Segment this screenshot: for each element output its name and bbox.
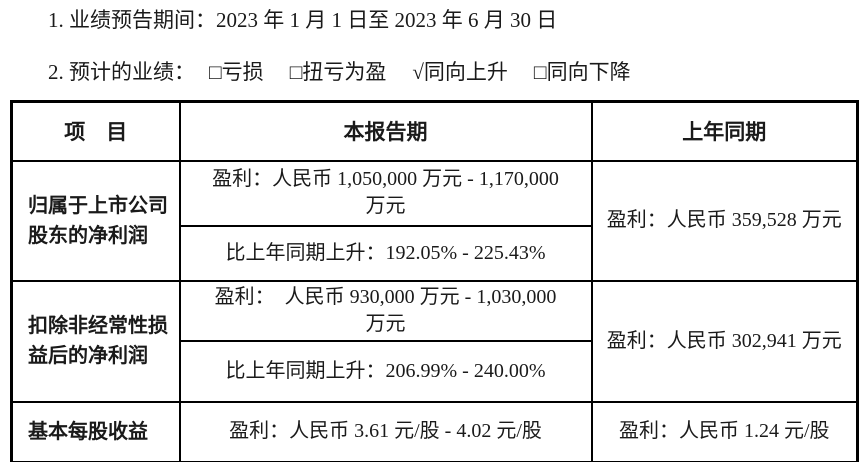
forecast-type-line: 2. 预计的业绩： □亏损 □扭亏为盈 √同向上升 □同向下降 [48,59,866,85]
option-same-direction-up-checked: √同向上升 [412,60,508,84]
cell-excl-nonrecurring-current-range: 盈利： 人民币 930,000 万元 - 1,030,000 万元 [178,279,593,342]
value-line: 万元 [365,312,406,335]
performance-forecast-table: 项 目 本报告期 上年同期 归属于上市公司 股东的净利润 盈利：人民币 1,05… [10,100,859,462]
cell-net-profit-prior: 盈利：人民币 359,528 万元 [590,159,859,282]
forecast-type-prefix: 2. 预计的业绩： [48,60,195,84]
value-line: 盈利：人民币 1,050,000 万元 - 1,170,000 [212,168,559,190]
label-line: 益后的净利润 [28,345,148,367]
label-line: 归属于上市公司 [28,194,168,217]
cell-net-profit-current-range: 盈利：人民币 1,050,000 万元 - 1,170,000 万元 [178,159,593,227]
option-loss-checkbox: □亏损 [209,60,264,84]
option-turnaround-profit-checkbox: □扭亏为盈 [289,60,387,84]
header-current-period: 本报告期 [178,100,593,162]
label-line: 扣除非经常性损 [28,315,168,337]
row-label-net-profit-excl-nonrecurring: 扣除非经常性损 益后的净利润 [10,279,181,403]
cell-net-profit-yoy-change: 比上年同期上升：192.05% - 225.43% [178,224,593,282]
row-label-net-profit-attributable: 归属于上市公司 股东的净利润 [10,159,181,282]
value-line: 万元 [365,195,406,217]
cell-excl-nonrecurring-yoy-change: 比上年同期上升：206.99% - 240.00% [178,339,593,403]
label-line: 基本每股收益 [28,420,148,443]
value-line: 盈利： 人民币 930,000 万元 - 1,030,000 [214,285,557,308]
header-prior-period: 上年同期 [590,100,859,162]
cell-basic-eps-current-range: 盈利：人民币 3.61 元/股 - 4.02 元/股 [178,400,593,462]
forecast-period-text: 1. 业绩预告期间：2023 年 1 月 1 日至 2023 年 6 月 30 … [48,8,558,32]
option-same-direction-down-checkbox: □同向下降 [533,60,631,84]
cell-basic-eps-prior: 盈利：人民币 1.24 元/股 [590,400,859,462]
label-line: 股东的净利润 [28,224,148,247]
row-label-basic-eps: 基本每股收益 [10,400,181,462]
header-item: 项 目 [10,100,181,162]
cell-excl-nonrecurring-prior: 盈利：人民币 302,941 万元 [590,279,859,403]
